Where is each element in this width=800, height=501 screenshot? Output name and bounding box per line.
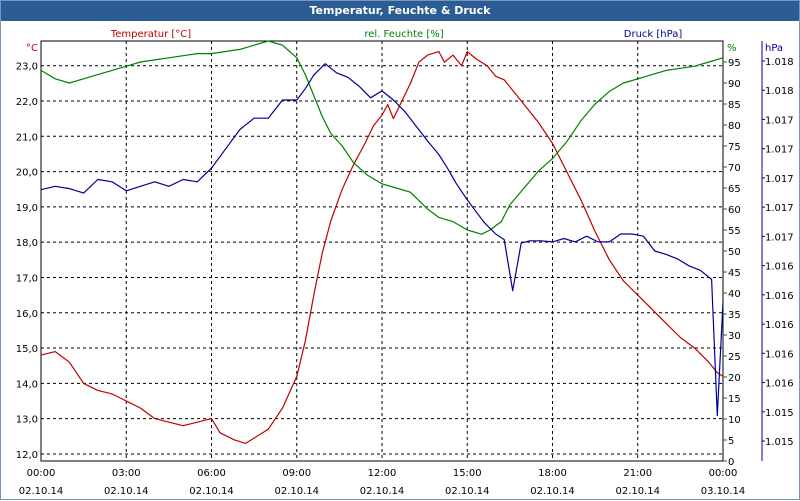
pressure-tick-label: 1.017 <box>765 174 794 185</box>
pressure-tick-label: 1.017 <box>765 145 794 156</box>
pressure-tick-label: 1.016 <box>765 320 794 331</box>
pressure-tick-label: 1.016 <box>765 262 794 273</box>
pressure-tick-label: 1.016 <box>765 291 794 302</box>
temperature-tick-label: 16,0 <box>16 309 38 320</box>
pressure-tick-label: 1.015 <box>765 408 794 419</box>
x-tick-time: 09:00 <box>282 468 311 479</box>
humidity-tick-label: 60 <box>728 205 741 216</box>
temperature-tick-label: 13,0 <box>16 415 38 426</box>
pressure-tick-label: 1.017 <box>765 203 794 214</box>
x-tick-time: 00:00 <box>709 468 738 479</box>
x-tick-time: 21:00 <box>623 468 652 479</box>
x-tick-date: 02.10.14 <box>104 486 149 497</box>
pressure-tick-label: 1.015 <box>765 437 794 448</box>
temperature-tick-label: 18,0 <box>16 238 38 249</box>
humidity-tick-label: 10 <box>728 415 741 426</box>
temperature-tick-label: 17,0 <box>16 273 38 284</box>
temperature-series-line <box>40 50 724 444</box>
x-tick-date: 02.10.14 <box>19 486 64 497</box>
humidity-tick-label: 20 <box>728 373 741 384</box>
temperature-tick-label: 23,0 <box>16 62 38 73</box>
humidity-tick-label: 80 <box>728 121 741 132</box>
temperature-tick-label: 22,0 <box>16 97 38 108</box>
pressure-tick-label: 1.016 <box>765 349 794 360</box>
temperature-unit-label: °C <box>26 43 38 54</box>
humidity-tick-label: 95 <box>728 58 741 69</box>
temperature-tick-label: 19,0 <box>16 203 38 214</box>
pressure-unit-label: hPa <box>765 43 783 54</box>
temperature-tick-label: 20,0 <box>16 168 38 179</box>
pressure-tick-label: 1.017 <box>765 115 794 126</box>
humidity-tick-label: 65 <box>728 184 741 195</box>
x-tick-time: 03:00 <box>112 468 141 479</box>
x-tick-date: 02.10.14 <box>530 486 575 497</box>
humidity-series-line <box>40 40 724 235</box>
x-tick-time: 18:00 <box>538 468 567 479</box>
humidity-tick-label: 25 <box>728 352 741 363</box>
humidity-tick-label: 5 <box>728 436 734 447</box>
x-tick-date: 02.10.14 <box>615 486 660 497</box>
humidity-tick-label: 30 <box>728 331 741 342</box>
pressure-tick-label: 1.016 <box>765 379 794 390</box>
x-tick-time: 12:00 <box>368 468 397 479</box>
humidity-tick-label: 0 <box>728 457 734 468</box>
humidity-tick-label: 75 <box>728 142 741 153</box>
x-tick-date: 02.10.14 <box>274 486 319 497</box>
temperature-tick-label: 21,0 <box>16 132 38 143</box>
temperature-tick-label: 14,0 <box>16 379 38 390</box>
humidity-tick-label: 50 <box>728 247 741 258</box>
pressure-axis-title: Druck [hPa] <box>624 29 683 40</box>
humidity-tick-label: 70 <box>728 163 741 174</box>
x-tick-date: 02.10.14 <box>445 486 490 497</box>
pressure-tick-label: 1.017 <box>765 232 794 243</box>
x-tick-date: 02.10.14 <box>360 486 405 497</box>
temperature-tick-label: 15,0 <box>16 344 38 355</box>
humidity-tick-label: 90 <box>728 79 741 90</box>
humidity-tick-label: 55 <box>728 226 741 237</box>
humidity-tick-label: 45 <box>728 268 741 279</box>
temperature-tick-label: 12,0 <box>16 450 38 461</box>
x-tick-date: 03.10.14 <box>701 486 746 497</box>
humidity-tick-label: 15 <box>728 394 741 405</box>
window-title: Temperatur, Feuchte & Druck <box>1 1 799 21</box>
pressure-series-line <box>40 63 724 417</box>
x-tick-time: 15:00 <box>453 468 482 479</box>
humidity-unit-label: % <box>727 43 737 54</box>
humidity-tick-label: 40 <box>728 289 741 300</box>
pressure-tick-label: 1.018 <box>765 86 794 97</box>
humidity-tick-label: 85 <box>728 100 741 111</box>
x-tick-time: 06:00 <box>197 468 226 479</box>
pressure-tick-label: 1.018 <box>765 57 794 68</box>
temperature-axis-title: Temperatur [°C] <box>110 29 191 40</box>
humidity-axis-title: rel. Feuchte [%] <box>364 29 443 40</box>
x-tick-date: 02.10.14 <box>189 486 234 497</box>
x-tick-time: 00:00 <box>27 468 56 479</box>
humidity-tick-label: 35 <box>728 310 741 321</box>
